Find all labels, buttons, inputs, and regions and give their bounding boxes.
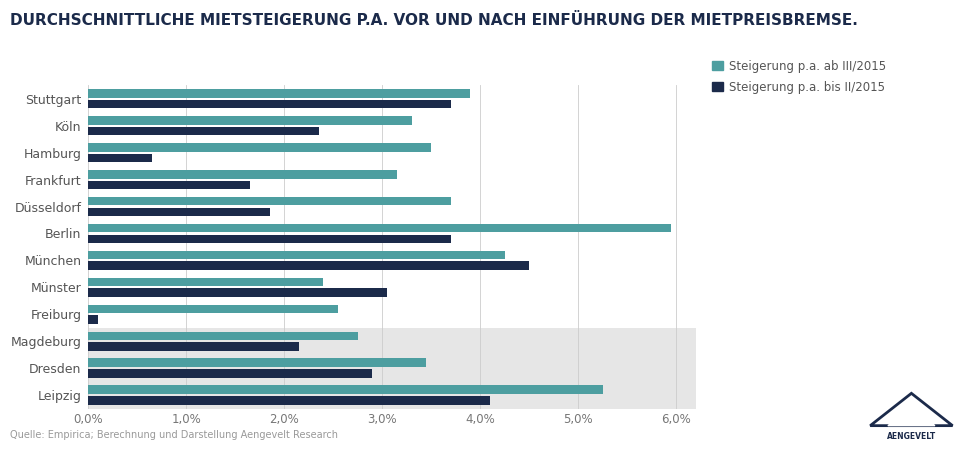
Bar: [88, 154, 152, 163]
Text: Quelle: Empirica; Berechnung und Darstellung Aengevelt Research: Quelle: Empirica; Berechnung und Darstel…: [10, 430, 338, 440]
Polygon shape: [888, 408, 935, 426]
Legend: Steigerung p.a. ab III/2015, Steigerung p.a. bis II/2015: Steigerung p.a. ab III/2015, Steigerung …: [711, 60, 886, 94]
Bar: [88, 261, 529, 270]
Bar: [88, 331, 358, 340]
Bar: [88, 197, 451, 206]
Bar: [88, 342, 299, 351]
Bar: [88, 180, 250, 189]
Bar: [88, 277, 323, 286]
Bar: [88, 315, 98, 324]
Text: AENGEVELT: AENGEVELT: [887, 432, 936, 441]
Text: DURCHSCHNITTLICHE MIETSTEIGERUNG P.A. VOR UND NACH EINFÜHRUNG DER MIETPREISBREMS: DURCHSCHNITTLICHE MIETSTEIGERUNG P.A. VO…: [10, 13, 858, 28]
Bar: [88, 116, 412, 125]
Bar: [88, 170, 397, 179]
Bar: [88, 207, 270, 216]
Bar: [88, 234, 451, 243]
Bar: [88, 100, 451, 109]
Bar: [88, 369, 372, 378]
Bar: [88, 396, 490, 405]
Bar: [88, 224, 671, 233]
Bar: [88, 288, 387, 297]
Bar: [88, 385, 603, 394]
Bar: [88, 251, 505, 260]
Bar: [88, 328, 696, 409]
Bar: [88, 304, 338, 313]
Bar: [88, 358, 426, 367]
Bar: [88, 89, 470, 98]
Bar: [88, 143, 431, 152]
Bar: [88, 127, 318, 136]
